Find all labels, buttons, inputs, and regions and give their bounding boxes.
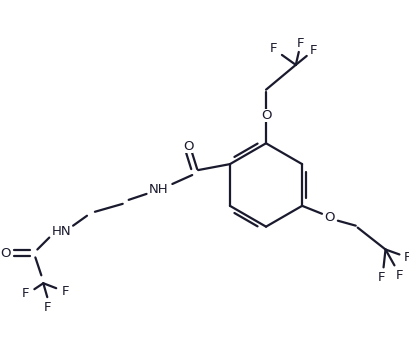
Text: F: F bbox=[22, 287, 29, 300]
Text: F: F bbox=[270, 42, 277, 55]
Text: O: O bbox=[182, 140, 193, 153]
Text: O: O bbox=[260, 109, 271, 122]
Text: O: O bbox=[0, 247, 11, 260]
Text: F: F bbox=[296, 37, 304, 50]
Text: F: F bbox=[377, 271, 384, 284]
Text: F: F bbox=[61, 285, 69, 298]
Text: NH: NH bbox=[148, 184, 168, 197]
Text: HN: HN bbox=[51, 225, 71, 238]
Text: F: F bbox=[395, 269, 402, 282]
Text: F: F bbox=[402, 251, 409, 264]
Text: F: F bbox=[43, 300, 51, 313]
Text: F: F bbox=[309, 45, 317, 58]
Text: O: O bbox=[324, 211, 335, 224]
